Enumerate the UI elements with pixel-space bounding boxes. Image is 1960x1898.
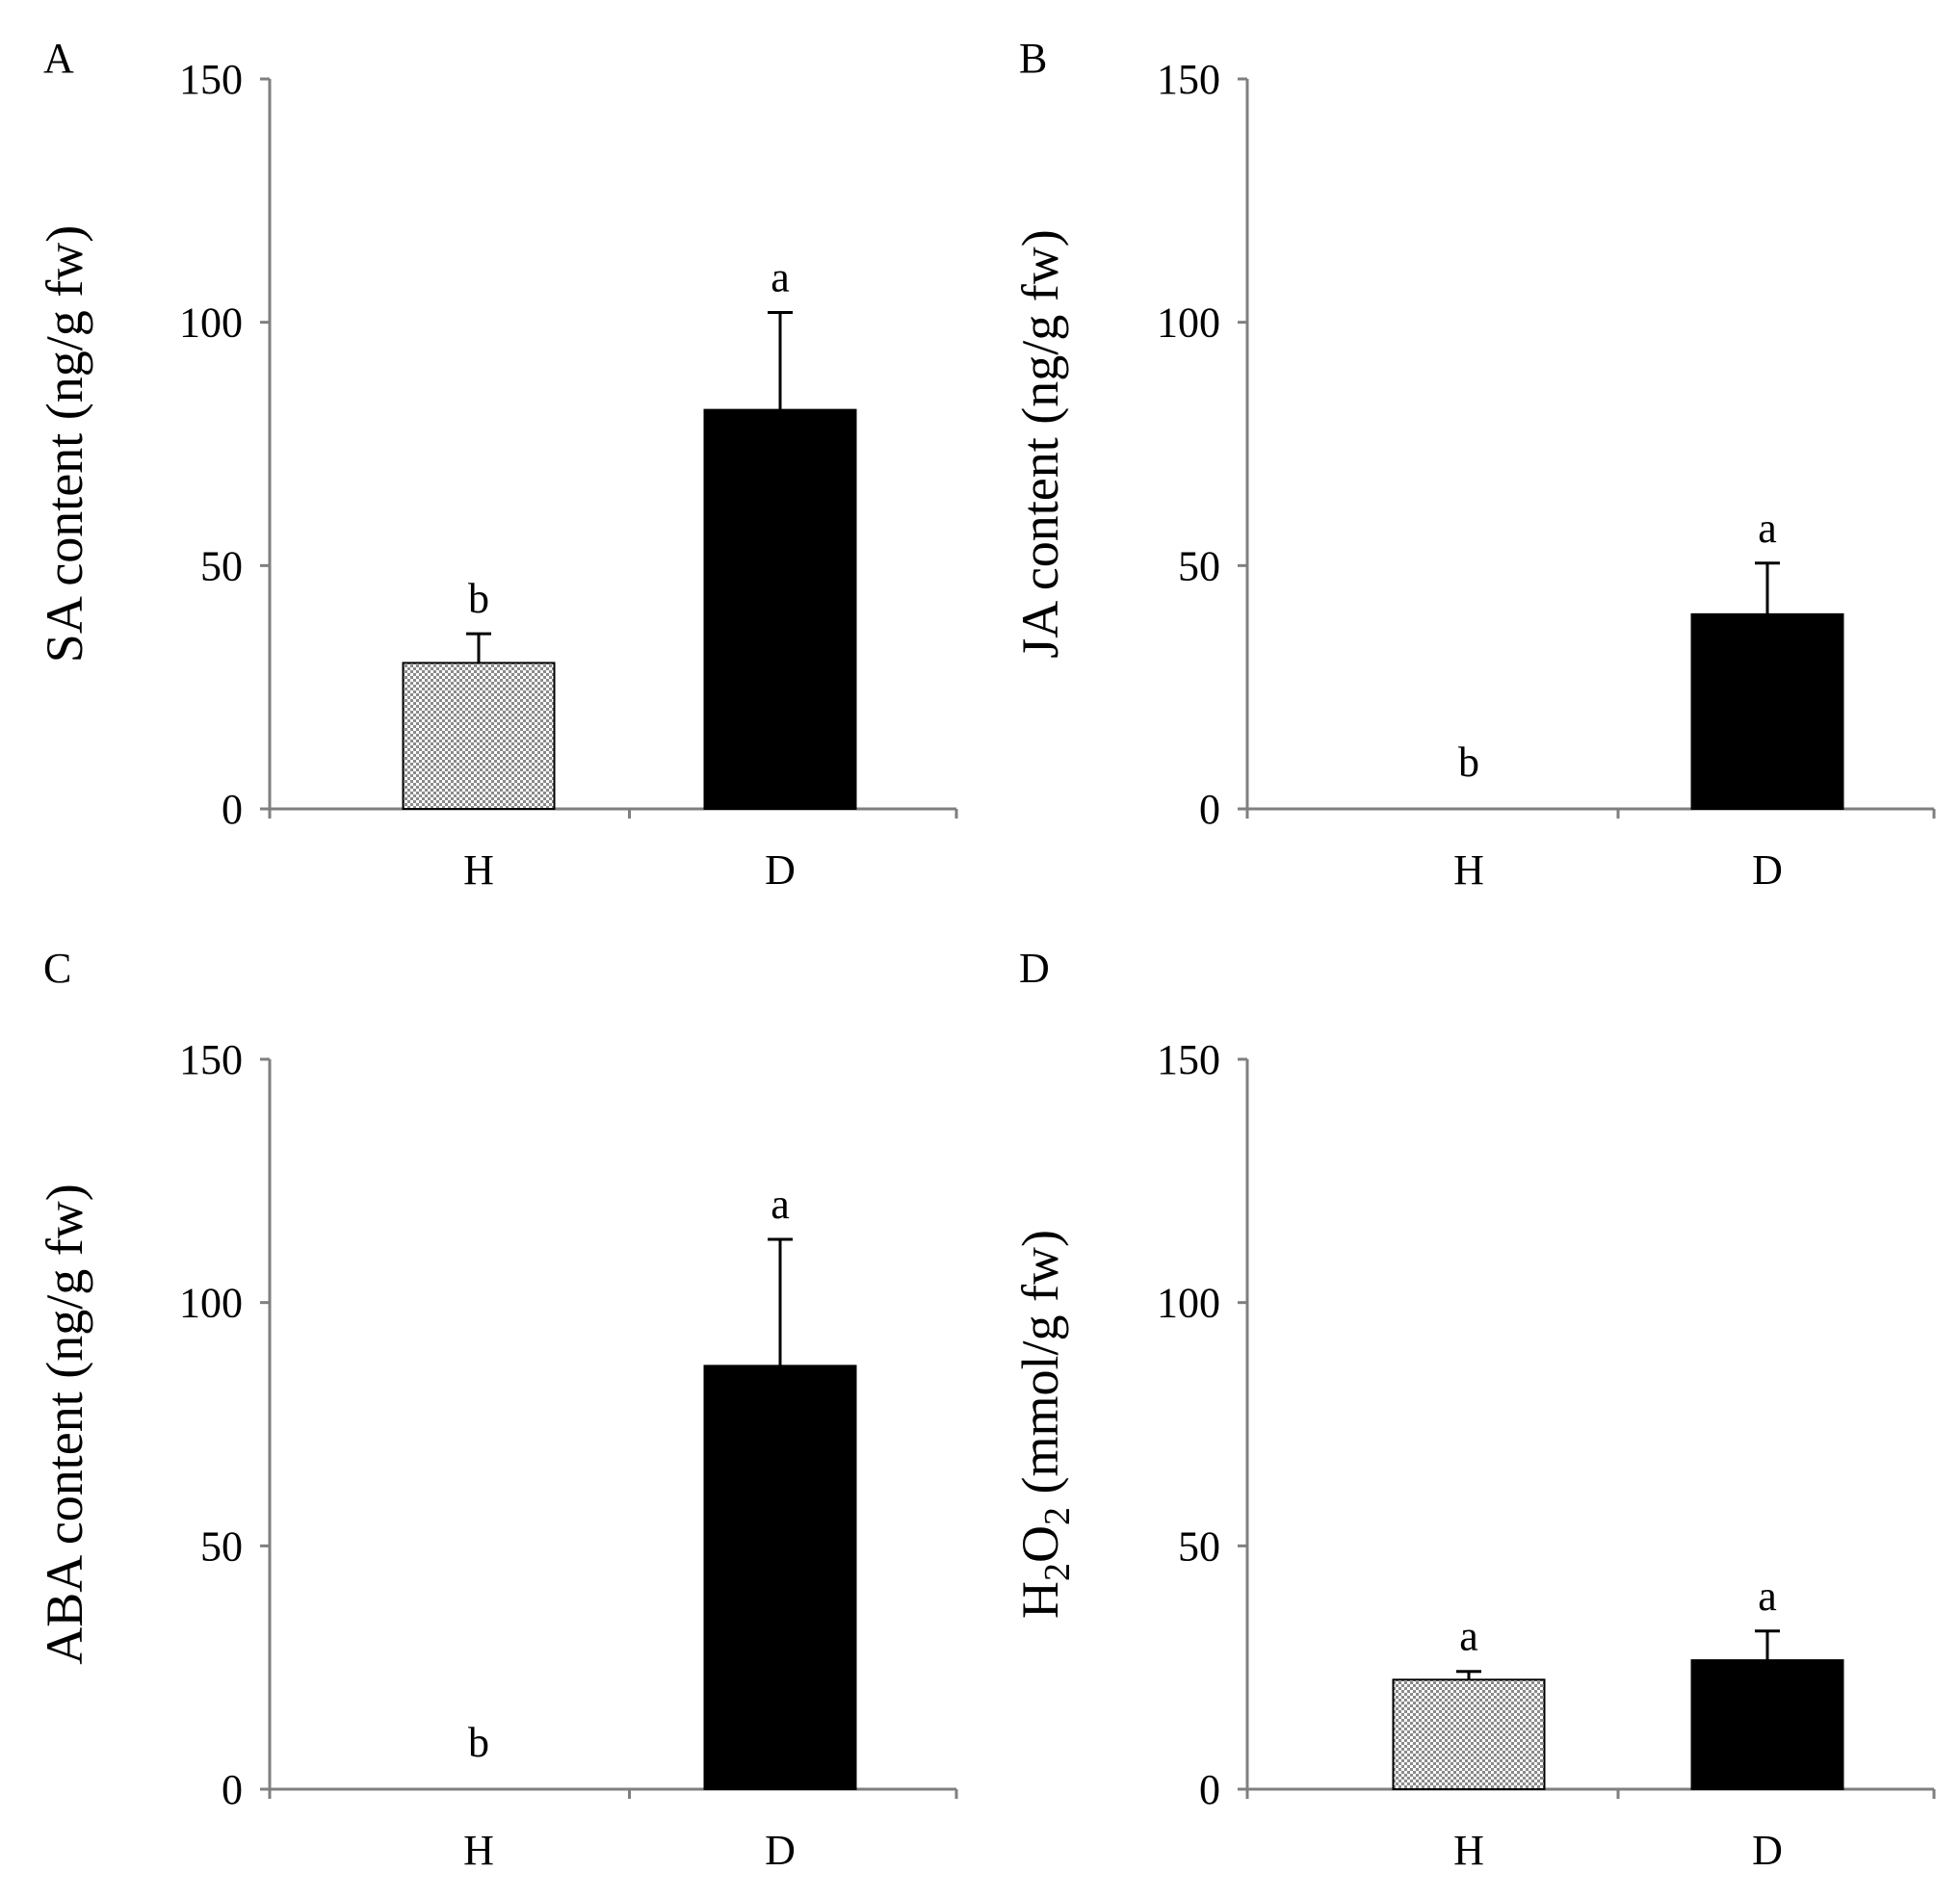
category-label-c-h: H	[463, 1827, 494, 1874]
significance-c-h: b	[468, 1719, 489, 1766]
significance-a-h: b	[468, 575, 489, 622]
bar-a-d	[703, 408, 857, 810]
panel-letter-c: C	[43, 945, 71, 992]
panel-b: B 0 50 100 150 b Ha D JA content (ng/g fw)	[1011, 35, 1936, 894]
y-axis-title-c: ABA content (ng/g fw)	[36, 1183, 93, 1664]
y-tick-label-a-50: 50	[200, 542, 243, 589]
significance-a-d: a	[771, 254, 790, 301]
y-tick-label-a-150: 150	[179, 56, 243, 103]
category-label-b-d: D	[1752, 846, 1783, 894]
significance-d-h: a	[1459, 1613, 1478, 1660]
significance-b-h: b	[1458, 739, 1479, 786]
significance-d-d: a	[1758, 1573, 1777, 1620]
y-tick-label-c-100: 100	[179, 1280, 243, 1327]
category-label-b-h: H	[1453, 846, 1484, 894]
y-tick-label-c-0: 0	[222, 1766, 243, 1813]
bar-a-h	[402, 662, 556, 811]
y-tick-label-d-0: 0	[1199, 1766, 1220, 1813]
y-axis-title-b: JA content (ng/g fw)	[1011, 229, 1069, 658]
y-tick-label-d-100: 100	[1157, 1280, 1220, 1327]
y-tick-label-a-100: 100	[179, 299, 243, 347]
panel-a: A 0 50 100 150 b Ha D SA content (ng/g fw)	[36, 35, 958, 894]
category-label-d-d: D	[1752, 1827, 1783, 1874]
category-label-a-h: H	[463, 846, 494, 894]
y-tick-label-c-50: 50	[200, 1522, 243, 1570]
y-axis-title-d: H2O2 (mmol/g fw)	[1011, 1230, 1078, 1619]
category-label-a-d: D	[765, 846, 796, 894]
bar-d-h	[1392, 1678, 1546, 1791]
bar-d-d	[1690, 1659, 1844, 1790]
y-tick-label-b-100: 100	[1157, 299, 1220, 347]
y-tick-label-a-0: 0	[222, 786, 243, 833]
y-tick-label-d-150: 150	[1157, 1036, 1220, 1083]
panel-letter-d: D	[1019, 945, 1050, 992]
panel-d: D 0 50 100 150 a Ha D H2O2 (mmol/g fw)	[1011, 945, 1936, 1874]
bar-c-d	[703, 1365, 857, 1790]
y-tick-label-b-50: 50	[1178, 542, 1220, 589]
category-label-c-d: D	[765, 1827, 796, 1874]
panel-c: C 0 50 100 150 b Ha D ABA content (ng/g fw)	[36, 945, 958, 1874]
y-axis-title-a: SA content (ng/g fw)	[36, 225, 93, 663]
y-tick-label-c-150: 150	[179, 1036, 243, 1083]
significance-c-d: a	[771, 1181, 790, 1228]
y-tick-label-b-150: 150	[1157, 56, 1220, 103]
panels-group: A 0 50 100 150 b Ha D SA content (ng/g fw) B 0 50 10…	[36, 35, 1936, 1874]
y-tick-label-d-50: 50	[1178, 1522, 1220, 1570]
panel-letter-a: A	[43, 35, 74, 82]
category-label-d-h: H	[1453, 1827, 1484, 1874]
y-tick-label-b-0: 0	[1199, 786, 1220, 833]
panel-letter-b: B	[1019, 35, 1047, 82]
bar-b-d	[1690, 612, 1844, 810]
significance-b-d: a	[1758, 505, 1777, 552]
